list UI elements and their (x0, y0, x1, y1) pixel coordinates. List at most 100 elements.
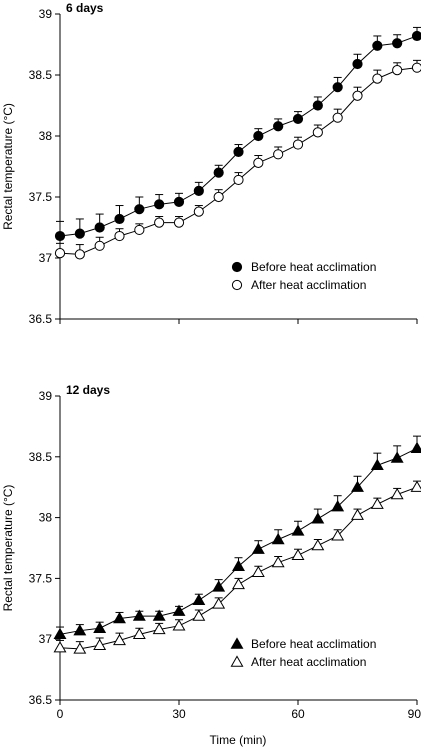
series-line (59, 35, 418, 237)
data-point (232, 559, 245, 571)
y-tick-label: 38.5 (29, 450, 53, 464)
data-point (410, 441, 421, 453)
data-point (311, 538, 325, 551)
data-point (232, 577, 245, 590)
data-point (311, 512, 325, 524)
data-point (154, 217, 165, 228)
panel-title: 6 days (66, 1, 104, 15)
data-point (332, 82, 343, 93)
panel-12-days: 36.5 37 37.5 38 38.5 39 0 30 60 90 12 days Rectal t… (1, 383, 421, 747)
data-point (53, 627, 67, 640)
data-point (73, 624, 87, 636)
data-point (53, 641, 67, 653)
data-point (292, 139, 304, 150)
panel-title: 12 days (66, 383, 110, 397)
data-point (134, 224, 145, 236)
series-line (59, 67, 418, 255)
data-point (291, 524, 305, 536)
data-point (390, 487, 404, 500)
data-point (212, 597, 226, 609)
data-point (113, 611, 126, 624)
data-point (312, 100, 323, 111)
data-point (253, 157, 264, 168)
data-point (251, 565, 265, 578)
y-tick-label: 37 (39, 251, 53, 265)
data-point (372, 40, 383, 51)
data-point (54, 248, 66, 259)
legend-label: Before heat acclimation (251, 260, 376, 274)
data-point (74, 249, 85, 260)
data-point (173, 217, 185, 228)
data-point (93, 621, 107, 633)
data-point (172, 619, 186, 631)
data-point (192, 593, 206, 605)
series-filled-circle (54, 26, 421, 242)
y-tick-label: 38 (39, 129, 53, 143)
data-point (390, 451, 404, 463)
x-tick-label: 30 (172, 707, 186, 721)
data-point (351, 480, 364, 492)
legend-marker (231, 261, 243, 273)
data-point (271, 555, 285, 568)
y-tick-label: 37 (39, 632, 53, 646)
y-tick-label: 37.5 (29, 571, 53, 585)
data-point (411, 62, 421, 73)
data-point (192, 609, 206, 621)
y-tick-label: 39 (39, 7, 53, 21)
data-point (251, 542, 265, 554)
data-point (193, 206, 204, 217)
x-tick-label: 0 (57, 707, 64, 721)
data-point (392, 38, 403, 49)
data-point (54, 230, 66, 242)
data-point (392, 65, 403, 76)
series-open-triangle (53, 480, 421, 654)
data-point (213, 167, 224, 178)
data-point (292, 113, 304, 125)
legend-marker (230, 637, 244, 649)
data-point (331, 500, 345, 512)
data-point (152, 609, 166, 621)
data-point (132, 609, 146, 621)
data-point (352, 58, 363, 70)
data-point (152, 622, 166, 635)
data-point (273, 121, 284, 132)
y-axis-label: Rectal temperature (°C) (1, 103, 15, 230)
data-point (233, 146, 244, 157)
data-point (74, 228, 85, 239)
data-point (253, 130, 264, 142)
data-point (114, 230, 125, 242)
data-point (172, 604, 186, 616)
legend-label: After heat acclimation (251, 655, 366, 669)
data-point (114, 213, 125, 225)
data-point (332, 112, 343, 123)
data-point (291, 548, 305, 560)
data-point (113, 633, 126, 646)
data-point (73, 642, 87, 654)
data-point (94, 222, 105, 233)
x-axis-label: Time (min) (210, 733, 267, 747)
data-point (411, 30, 421, 42)
data-point (312, 127, 323, 138)
data-point (213, 191, 224, 203)
series-open-circle (54, 59, 421, 260)
data-point (132, 627, 146, 640)
legend-marker (230, 655, 244, 667)
data-point (154, 199, 165, 210)
legend-label: After heat acclimation (251, 278, 366, 292)
y-tick-label: 36.5 (29, 312, 53, 326)
legend-marker (231, 279, 243, 291)
y-tick-label: 38.5 (29, 68, 53, 82)
data-point (233, 174, 244, 186)
data-point (351, 508, 364, 520)
data-point (370, 497, 384, 509)
data-point (193, 185, 204, 196)
data-point (352, 90, 363, 101)
data-point (273, 149, 284, 160)
series-line (59, 447, 418, 635)
legend-label: Before heat acclimation (251, 637, 376, 651)
x-tick-label: 90 (408, 707, 421, 721)
series-filled-triangle (53, 435, 421, 640)
data-point (370, 458, 384, 471)
data-point (173, 196, 185, 207)
